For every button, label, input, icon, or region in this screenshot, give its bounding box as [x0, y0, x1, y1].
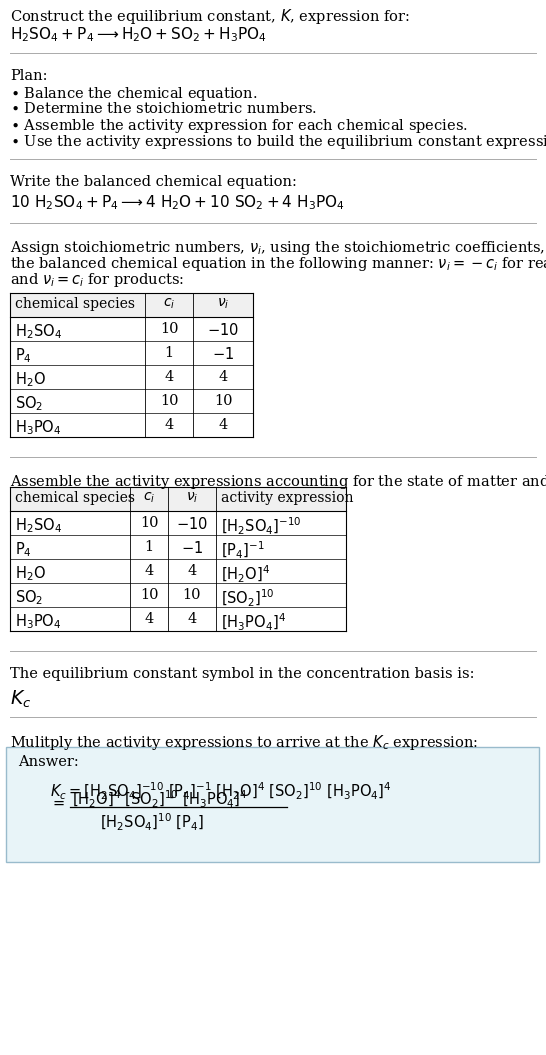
- Text: $[\mathrm{SO_2}]^{10}$: $[\mathrm{SO_2}]^{10}$: [221, 588, 275, 609]
- Text: 1: 1: [164, 346, 174, 360]
- Text: 4: 4: [187, 612, 197, 626]
- Text: Mulitply the activity expressions to arrive at the $K_c$ expression:: Mulitply the activity expressions to arr…: [10, 733, 478, 752]
- Text: Construct the equilibrium constant, $K$, expression for:: Construct the equilibrium constant, $K$,…: [10, 7, 410, 26]
- Text: $\mathrm{H_2SO_4 + P_4 \longrightarrow H_2O + SO_2 + H_3PO_4}$: $\mathrm{H_2SO_4 + P_4 \longrightarrow H…: [10, 25, 267, 43]
- Text: $-10$: $-10$: [176, 516, 208, 532]
- Text: 10: 10: [140, 588, 158, 602]
- Text: $\mathrm{SO_2}$: $\mathrm{SO_2}$: [15, 394, 43, 413]
- FancyBboxPatch shape: [6, 747, 539, 862]
- Text: $\mathrm{H_2SO_4}$: $\mathrm{H_2SO_4}$: [15, 516, 62, 535]
- Text: Assemble the activity expressions accounting for the state of matter and $\nu_i$: Assemble the activity expressions accoun…: [10, 473, 546, 491]
- Text: $[\mathrm{H_2O}]^{4}$: $[\mathrm{H_2O}]^{4}$: [221, 564, 270, 586]
- Text: Write the balanced chemical equation:: Write the balanced chemical equation:: [10, 175, 297, 189]
- Text: $K_c$: $K_c$: [10, 689, 31, 710]
- Text: $\nu_i$: $\nu_i$: [217, 298, 229, 311]
- Text: $[\mathrm{H_2O}]^{4}\ [\mathrm{SO_2}]^{10}\ [\mathrm{H_3PO_4}]^{4}$: $[\mathrm{H_2O}]^{4}\ [\mathrm{SO_2}]^{1…: [72, 789, 248, 810]
- Text: $-1$: $-1$: [181, 540, 203, 556]
- Text: $[\mathrm{H_3PO_4}]^{4}$: $[\mathrm{H_3PO_4}]^{4}$: [221, 612, 286, 633]
- Text: Assign stoichiometric numbers, $\nu_i$, using the stoichiometric coefficients, $: Assign stoichiometric numbers, $\nu_i$, …: [10, 239, 546, 257]
- Text: Answer:: Answer:: [18, 755, 79, 769]
- Text: The equilibrium constant symbol in the concentration basis is:: The equilibrium constant symbol in the c…: [10, 667, 474, 680]
- Text: $c_i$: $c_i$: [163, 298, 175, 311]
- Text: $[\mathrm{H_2SO_4}]^{10}\ [\mathrm{P_4}]$: $[\mathrm{H_2SO_4}]^{10}\ [\mathrm{P_4}]…: [100, 812, 204, 833]
- Text: $\mathrm{H_3PO_4}$: $\mathrm{H_3PO_4}$: [15, 418, 62, 437]
- Text: $-1$: $-1$: [212, 346, 234, 362]
- Text: $\bullet$ Balance the chemical equation.: $\bullet$ Balance the chemical equation.: [10, 85, 257, 103]
- Text: 10: 10: [140, 516, 158, 530]
- Text: 4: 4: [218, 370, 228, 384]
- Text: $\bullet$ Use the activity expressions to build the equilibrium constant express: $\bullet$ Use the activity expressions t…: [10, 133, 546, 151]
- Text: $\mathrm{10\ H_2SO_4 + P_4 \longrightarrow 4\ H_2O + 10\ SO_2 + 4\ H_3PO_4}$: $\mathrm{10\ H_2SO_4 + P_4 \longrightarr…: [10, 193, 345, 212]
- Text: 4: 4: [144, 612, 153, 626]
- Text: $-10$: $-10$: [207, 322, 239, 338]
- Text: $[\mathrm{P_4}]^{-1}$: $[\mathrm{P_4}]^{-1}$: [221, 540, 265, 561]
- Text: $\nu_i$: $\nu_i$: [186, 491, 198, 505]
- Text: 4: 4: [164, 370, 174, 384]
- Text: $c_i$: $c_i$: [143, 491, 155, 505]
- Text: 4: 4: [218, 418, 228, 431]
- Text: $[\mathrm{H_2SO_4}]^{-10}$: $[\mathrm{H_2SO_4}]^{-10}$: [221, 516, 301, 537]
- Text: 1: 1: [145, 540, 153, 554]
- Text: activity expression: activity expression: [221, 491, 353, 505]
- Text: 10: 10: [160, 322, 178, 335]
- Text: $\mathrm{H_3PO_4}$: $\mathrm{H_3PO_4}$: [15, 612, 62, 631]
- Text: 10: 10: [183, 588, 201, 602]
- Text: 4: 4: [187, 564, 197, 578]
- Text: $K_c = [\mathrm{H_2SO_4}]^{-10}\ [\mathrm{P_4}]^{-1}\ [\mathrm{H_2O}]^{4}\ [\mat: $K_c = [\mathrm{H_2SO_4}]^{-10}\ [\mathr…: [50, 781, 391, 802]
- Bar: [10, 487, 346, 511]
- Text: $\mathrm{SO_2}$: $\mathrm{SO_2}$: [15, 588, 43, 607]
- Text: and $\nu_i = c_i$ for products:: and $\nu_i = c_i$ for products:: [10, 271, 185, 289]
- Bar: [10, 293, 253, 316]
- Text: 4: 4: [144, 564, 153, 578]
- Text: $\bullet$ Assemble the activity expression for each chemical species.: $\bullet$ Assemble the activity expressi…: [10, 117, 468, 135]
- Text: $\mathrm{H_2O}$: $\mathrm{H_2O}$: [15, 370, 46, 388]
- Text: chemical species: chemical species: [15, 491, 135, 505]
- Text: $\bullet$ Determine the stoichiometric numbers.: $\bullet$ Determine the stoichiometric n…: [10, 101, 317, 116]
- Text: 10: 10: [213, 394, 232, 408]
- Text: $\mathrm{H_2SO_4}$: $\mathrm{H_2SO_4}$: [15, 322, 62, 341]
- Text: $\mathrm{H_2O}$: $\mathrm{H_2O}$: [15, 564, 46, 582]
- Text: 4: 4: [164, 418, 174, 431]
- Text: $\mathrm{P_4}$: $\mathrm{P_4}$: [15, 346, 32, 365]
- Text: Plan:: Plan:: [10, 69, 48, 83]
- Text: $\mathrm{P_4}$: $\mathrm{P_4}$: [15, 540, 32, 559]
- Text: chemical species: chemical species: [15, 298, 135, 311]
- Text: 10: 10: [160, 394, 178, 408]
- Text: the balanced chemical equation in the following manner: $\nu_i = -c_i$ for react: the balanced chemical equation in the fo…: [10, 255, 546, 273]
- Text: $=$: $=$: [50, 797, 66, 810]
